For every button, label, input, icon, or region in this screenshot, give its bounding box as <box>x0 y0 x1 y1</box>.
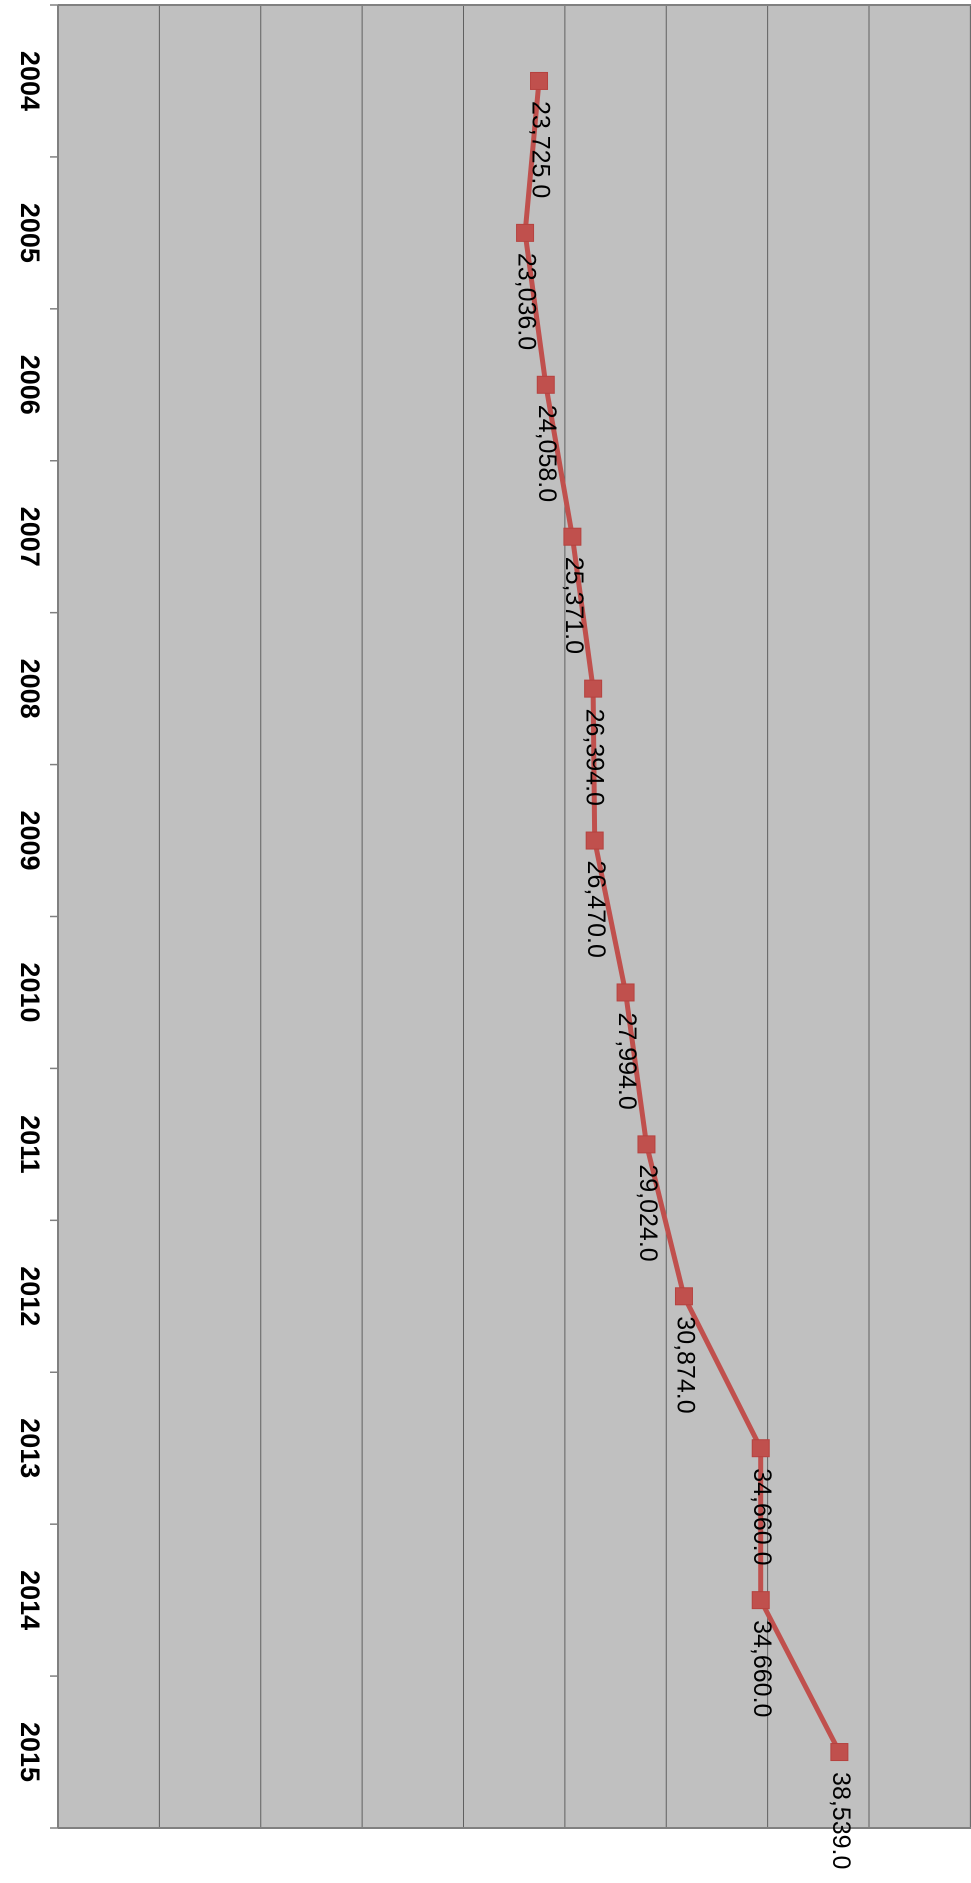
data-label-2005: 23,036.0 <box>512 253 540 350</box>
category-label-2013: 2013 <box>15 1418 45 1478</box>
data-label-2015: 38,539.0 <box>827 1772 855 1869</box>
data-label-2014: 34,660.0 <box>748 1620 776 1717</box>
data-point-2008 <box>584 679 603 698</box>
series-line-path <box>522 80 842 1754</box>
category-label-2011: 2011 <box>15 1115 45 1174</box>
category-label-2004: 2004 <box>15 51 45 111</box>
data-point-2005 <box>516 223 535 242</box>
data-label-2004: 23,725.0 <box>526 101 554 198</box>
data-point-2004 <box>530 71 549 90</box>
category-label-2008: 2008 <box>15 659 45 719</box>
category-label-2007: 2007 <box>15 507 45 567</box>
data-labels: 23,725.0 23,036.0 24,058.0 25,371.0 26,394.0… <box>512 101 854 1869</box>
data-label-2012: 30,874.0 <box>671 1316 699 1413</box>
data-label-2008: 26,394.0 <box>581 709 609 806</box>
data-point-2006 <box>536 375 555 394</box>
data-point-2014 <box>751 1591 770 1610</box>
series-line <box>522 80 842 1754</box>
category-label-2012: 2012 <box>15 1266 45 1326</box>
category-label-2006: 2006 <box>15 355 45 415</box>
series-markers <box>516 71 849 1762</box>
plot-area <box>58 5 971 1828</box>
data-point-2015 <box>830 1743 849 1762</box>
data-label-2007: 25,371.0 <box>560 557 588 654</box>
data-label-2006: 24,058.0 <box>533 405 561 502</box>
data-point-2010 <box>616 983 635 1002</box>
category-label-2009: 2009 <box>15 811 45 871</box>
data-point-2007 <box>563 527 582 546</box>
category-label-2015: 2015 <box>15 1722 45 1782</box>
category-label-2010: 2010 <box>15 962 45 1022</box>
data-label-2009: 26,470.0 <box>582 861 610 958</box>
data-point-2012 <box>674 1287 693 1306</box>
data-point-2011 <box>637 1135 656 1154</box>
data-label-2010: 27,994.0 <box>613 1012 641 1109</box>
category-label-2005: 2005 <box>15 203 45 263</box>
data-point-2013 <box>751 1439 770 1458</box>
gridlines <box>158 5 971 1828</box>
category-label-2014: 2014 <box>15 1570 45 1630</box>
category-axis: 2004 2005 2006 2007 2008 2009 2010 2011 2012 2013… <box>15 4 971 1829</box>
data-label-2013: 34,660.0 <box>748 1468 776 1565</box>
data-label-2011: 29,024.0 <box>634 1164 662 1261</box>
data-point-2009 <box>585 831 604 850</box>
